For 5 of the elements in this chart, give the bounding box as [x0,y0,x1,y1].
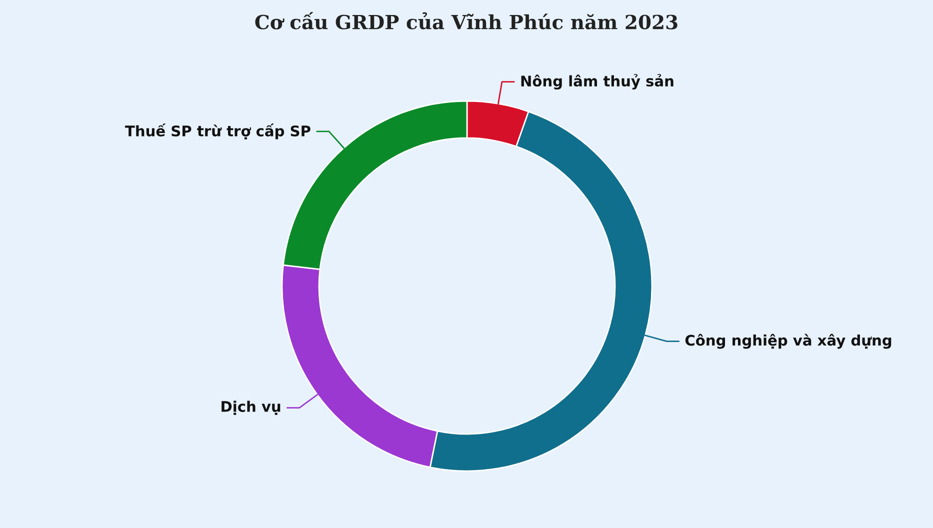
slice-label: Công nghiệp và xây dựng [685,334,892,349]
chart-title: Cơ cấu GRDP của Vĩnh Phúc năm 2023 [255,12,678,30]
slice-label: Nông lâm thuỷ sản [521,74,674,90]
slice-label: Thuế SP trừ trợ cấp SP [125,124,310,140]
slice-label: Dịch vụ [222,400,280,415]
